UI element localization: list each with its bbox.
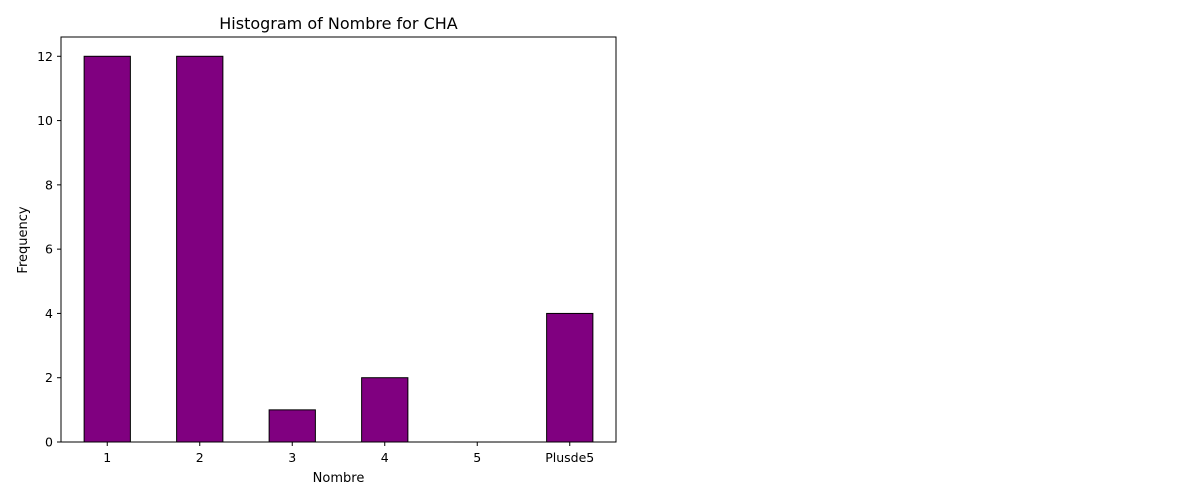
bar-Plusde5 bbox=[546, 312, 594, 443]
y-tick-label: 0 bbox=[45, 435, 53, 450]
x-tick-label-Plusde5: Plusde5 bbox=[545, 450, 594, 465]
bar-1 bbox=[83, 55, 131, 443]
bar-4 bbox=[361, 377, 409, 443]
bars-group bbox=[83, 55, 594, 443]
chart-title: Histogram of Nombre for CHA bbox=[219, 14, 458, 33]
y-tick-label: 8 bbox=[45, 177, 53, 192]
x-tick-label-2: 2 bbox=[196, 450, 204, 465]
y-tick-label: 12 bbox=[37, 49, 53, 64]
bar-2 bbox=[176, 55, 224, 443]
y-axis-label: Frequency bbox=[16, 206, 31, 273]
y-axis: 0 2 4 6 8 10 12 bbox=[37, 49, 61, 450]
x-axis-label: Nombre bbox=[313, 471, 365, 486]
y-tick-label: 6 bbox=[45, 242, 53, 257]
x-axis: 1 2 3 4 5 Plusde5 bbox=[103, 442, 594, 465]
plot-border bbox=[60, 36, 617, 443]
x-tick-label-1: 1 bbox=[103, 450, 111, 465]
bar-3 bbox=[268, 409, 316, 443]
y-tick-label: 2 bbox=[45, 370, 53, 385]
y-tick-label: 4 bbox=[45, 306, 53, 321]
x-tick-label-3: 3 bbox=[288, 450, 296, 465]
y-tick-label: 10 bbox=[37, 113, 53, 128]
x-tick-label-5: 5 bbox=[473, 450, 481, 465]
x-tick-label-4: 4 bbox=[381, 450, 389, 465]
plot-area bbox=[61, 37, 616, 442]
